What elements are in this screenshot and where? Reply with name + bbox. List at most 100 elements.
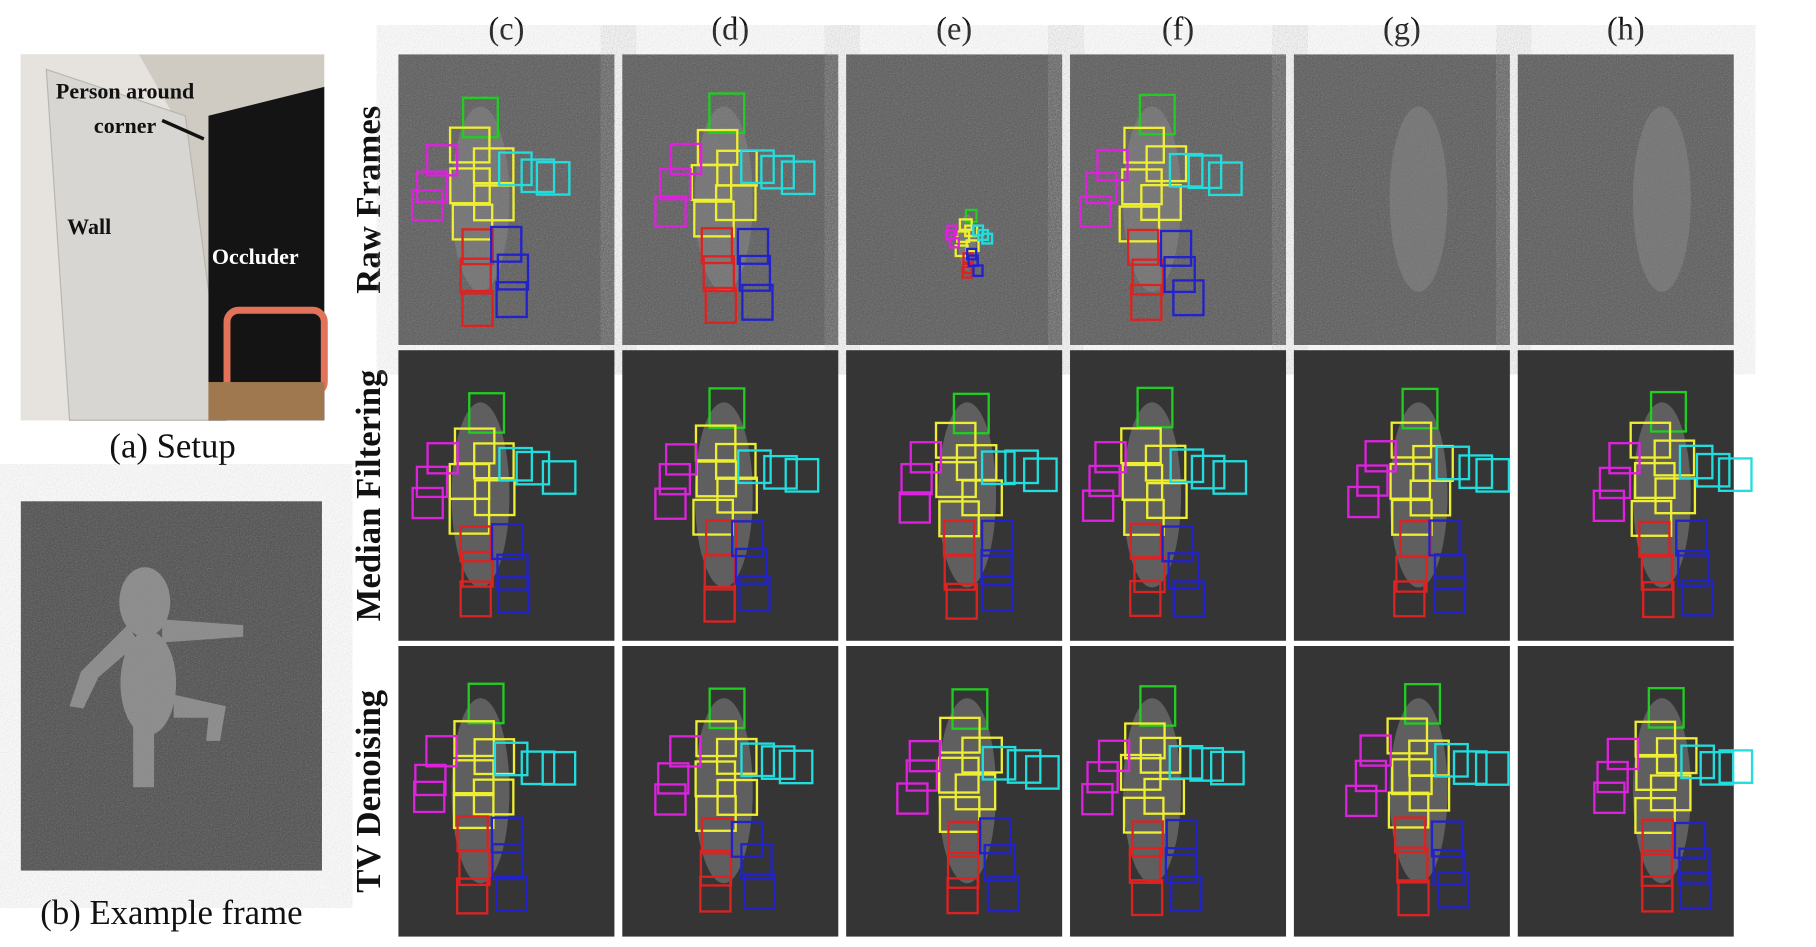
pose-box [1452,750,1488,785]
pose-box [1126,228,1160,266]
pose-box [1649,390,1688,433]
pose-box [1133,556,1166,594]
silhouette [451,106,510,292]
pose-box [740,843,773,881]
pose-box [412,780,446,814]
pose-box [664,443,698,476]
pose-box [972,264,984,278]
panel [846,54,1063,345]
pose-box [1475,457,1511,493]
pose-box [693,200,735,238]
setup-photo: Person around corner Wall Occluder [20,54,328,421]
pose-box [905,759,939,792]
pose-box [491,843,524,881]
pose-box [472,147,515,185]
pose-box [490,816,524,854]
silhouette [938,698,997,884]
pose-box [900,462,933,496]
pose-box [1130,283,1163,321]
pose-box [780,160,816,196]
pose-box [896,782,929,815]
pose-box [1654,477,1697,515]
pose-box [981,745,1017,781]
pose-box [938,500,980,538]
pose-box [1086,761,1119,794]
pose-box [946,851,980,889]
pose-box [1354,759,1388,793]
pose-box [1593,781,1626,814]
pose-box [966,247,978,261]
pose-box [743,872,776,910]
pose-box [1122,796,1165,834]
pose-box [490,523,524,561]
pose-box [979,817,1012,855]
pose-box [1129,579,1162,618]
pose-box [473,442,515,480]
pose-box [658,462,692,496]
pose-box [541,460,577,495]
pose-box [425,144,459,177]
pose-box [737,449,772,485]
pose-box [1189,747,1225,782]
pose-box [1123,498,1165,536]
pose-box [1130,879,1164,917]
pose-box [472,184,515,222]
pose-box [1097,739,1131,773]
pose-box [1437,871,1470,909]
pose-box [956,230,971,244]
pose-box [1393,816,1427,854]
pose-box [461,96,500,139]
pose-box [738,574,771,612]
pose-box [1345,784,1378,818]
pose-box [1435,445,1471,481]
pose-box [1717,457,1753,493]
pose-box [952,392,990,435]
pose-box [1391,498,1433,536]
pose-box [1081,782,1114,816]
pose-box [708,687,746,730]
pose-box [708,387,746,429]
annotation: Person around [56,78,194,103]
pose-box [669,735,702,768]
pose-box [734,547,768,585]
pose-box [452,792,495,830]
pose-box [654,487,687,520]
pose-box [700,227,734,265]
pose-box [495,874,528,913]
pose-box [1210,750,1245,786]
pose-box [493,741,529,777]
pose-box [699,875,732,913]
annotation: corner [94,113,157,138]
pose-box [535,161,571,196]
panel [622,645,839,937]
column-label: (c) [488,11,524,47]
pose-box [426,442,459,475]
panel [622,54,839,345]
pose-box [1131,820,1164,858]
pose-box [1212,460,1248,495]
pose-box [946,877,979,915]
panel-noise [846,54,1063,345]
pose-box [1119,753,1162,791]
pose-box [909,441,943,474]
row-label: Median Filtering [349,369,388,621]
pose-box [415,465,449,499]
pose-box [1630,499,1673,537]
pose-box [1647,687,1685,729]
pose-box [730,820,764,858]
silhouette [1389,402,1448,588]
pose-box [1139,685,1177,727]
pose-box [1699,751,1735,786]
pose-box [702,255,736,293]
pose-box [461,550,494,588]
pose-box [1718,749,1754,784]
pose-box [1356,464,1389,497]
silhouette [694,402,753,588]
pose-box [1140,183,1182,222]
panel [846,350,1063,641]
pose-box [954,773,997,811]
panel [622,350,839,641]
pose-box [1094,441,1127,474]
pose-box [908,739,942,773]
pose-box [1129,522,1163,560]
